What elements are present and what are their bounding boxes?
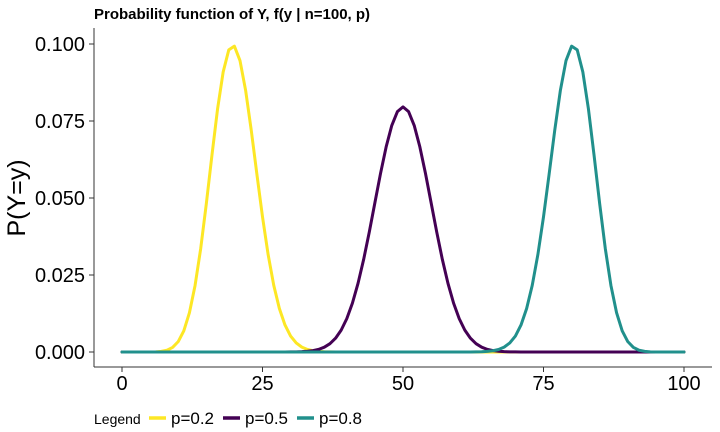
x-ticks: 0 25 50 75 100 bbox=[116, 367, 701, 395]
y-tick-label: 0.075 bbox=[35, 111, 85, 133]
y-tick-label: 0.000 bbox=[35, 342, 85, 364]
y-ticks: 0.000 0.025 0.050 0.075 0.100 bbox=[35, 34, 94, 364]
x-tick-label: 0 bbox=[116, 373, 127, 395]
legend-label-p=0.2: p=0.2 bbox=[171, 409, 214, 428]
legend-title: Legend bbox=[94, 411, 141, 427]
x-tick-label: 50 bbox=[392, 373, 414, 395]
x-tick-label: 100 bbox=[667, 373, 700, 395]
y-tick-label: 0.100 bbox=[35, 34, 85, 56]
chart-title: Probability function of Y, f(y | n=100, … bbox=[94, 6, 370, 23]
y-tick-label: 0.050 bbox=[35, 188, 85, 210]
plot-area: 0.000 0.025 0.050 0.075 0.100 0 25 50 75 100 bbox=[35, 28, 712, 395]
y-axis-title: P(Y=y) bbox=[3, 159, 31, 236]
legend-label-p=0.8: p=0.8 bbox=[319, 409, 362, 428]
legend: Legend p=0.2 p=0.5 p=0.8 bbox=[94, 409, 362, 428]
y-tick-label: 0.025 bbox=[35, 265, 85, 287]
x-tick-label: 75 bbox=[532, 373, 554, 395]
legend-label-p=0.5: p=0.5 bbox=[245, 409, 288, 428]
x-tick-label: 25 bbox=[251, 373, 273, 395]
series-lines bbox=[120, 44, 686, 354]
legend-items: p=0.2 p=0.5 p=0.8 bbox=[149, 409, 362, 428]
series-line-p=0.5 bbox=[120, 105, 686, 354]
series-line-p=0.8 bbox=[120, 44, 686, 354]
